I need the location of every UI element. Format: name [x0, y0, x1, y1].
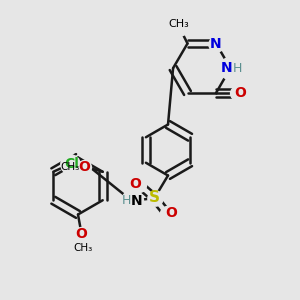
- Text: CH₃: CH₃: [60, 162, 79, 172]
- Text: Cl: Cl: [64, 157, 79, 171]
- Text: H: H: [122, 194, 131, 208]
- Text: O: O: [78, 160, 90, 174]
- Text: S: S: [149, 190, 160, 206]
- Text: O: O: [75, 227, 87, 241]
- Text: O: O: [165, 206, 177, 220]
- Text: N: N: [221, 61, 232, 75]
- Text: N: N: [131, 194, 142, 208]
- Text: O: O: [129, 178, 141, 191]
- Text: CH₃: CH₃: [73, 243, 92, 254]
- Text: O: O: [235, 86, 247, 100]
- Text: N: N: [210, 37, 222, 50]
- Text: CH₃: CH₃: [168, 19, 189, 29]
- Text: H: H: [232, 61, 242, 75]
